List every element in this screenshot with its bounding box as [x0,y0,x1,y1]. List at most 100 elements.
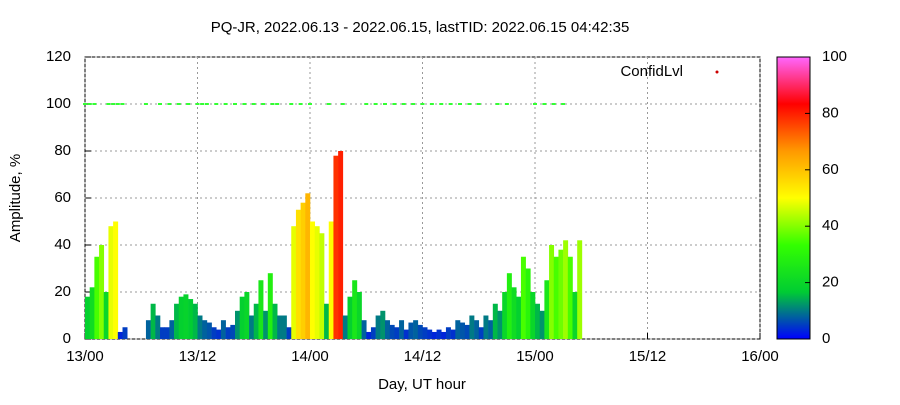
bar [174,303,180,339]
bar [305,193,311,339]
bar [502,292,508,339]
bar [506,273,512,339]
confidence-point [214,103,219,105]
x-tick-label: 15/00 [516,348,554,365]
bar [202,320,208,339]
bar [530,292,536,339]
bar [164,327,170,339]
confidence-point [251,103,256,105]
confidence-point [261,103,266,105]
confidence-point [87,103,92,105]
confidence-point [242,103,247,105]
confidence-point [186,103,191,105]
bar [436,329,442,339]
bar [300,202,306,339]
bar [113,221,119,339]
bar [258,280,264,339]
bar [272,303,278,339]
bar [539,310,545,339]
bar [267,273,273,339]
bar [99,245,105,339]
bar [178,296,184,339]
confidence-point [92,103,97,105]
bar [103,292,109,339]
confidence-point [83,103,87,105]
bar [220,320,226,339]
bar [375,315,381,339]
bar [342,315,348,339]
colorbar-tick-label: 0 [822,330,830,347]
confidence-point [308,103,312,105]
confidence-point [143,103,148,105]
confidence-point [364,103,369,105]
bar [160,327,165,339]
bar [567,256,573,339]
colorbar-tick-label: 80 [822,104,839,121]
legend-label: ConfidLvl [620,63,683,80]
x-tick-label: 14/12 [404,348,442,365]
bar [286,327,292,339]
y-tick-label: 0 [63,330,71,347]
colorbar [776,56,811,340]
bar [399,320,405,339]
confidence-point [439,103,444,105]
colorbar-tick-label: 20 [822,274,839,291]
bar [403,329,409,339]
bar [291,226,297,339]
bar [460,322,465,339]
bar [253,303,259,339]
confidence-point [392,103,397,105]
confidence-point [533,103,537,105]
bar [244,292,250,339]
bar [549,245,555,339]
confidence-point [429,103,434,105]
bar [333,155,339,339]
bar [150,303,156,339]
bar [249,315,255,339]
x-tick-label: 13/00 [66,348,104,365]
bar [492,303,498,339]
confidence-point [326,103,331,105]
confidence-point [383,103,387,105]
y-tick-label: 60 [54,189,71,206]
y-tick-label: 20 [54,283,71,300]
bar [324,303,330,339]
bar [417,324,423,339]
bar [525,268,531,339]
bar [108,226,114,339]
confidence-point [200,103,205,105]
confidence-point [270,103,275,105]
bar [572,292,578,339]
colorbar-tick-label: 60 [822,161,839,178]
confidence-point [476,103,481,105]
bar [310,221,315,339]
confidence-point [411,103,416,105]
bar [216,329,222,339]
confidence-point [111,103,116,105]
confidence-point [120,103,125,105]
confidence-point [167,103,172,105]
bar [192,303,198,339]
bar [474,320,480,339]
confidence-point [223,103,228,105]
confidence-point [106,103,111,105]
bar [356,292,362,339]
confidence-point [176,103,181,105]
colorbar-tick-label: 100 [822,48,847,65]
bar [389,324,395,339]
bar [558,249,564,339]
confidence-point [495,103,500,105]
bar [422,327,428,339]
confidence-point [542,103,547,105]
bar [197,315,203,339]
bar [206,322,212,339]
y-tick-label: 100 [46,95,71,112]
bar [370,327,376,339]
bar [553,256,559,339]
bar [145,320,151,339]
y-tick-label: 80 [54,142,71,159]
bar [225,327,231,339]
confidence-point [340,103,345,105]
chart-title: PQ-JR, 2022.06.13 - 2022.06.15, lastTID:… [211,19,630,36]
bar [89,287,95,339]
